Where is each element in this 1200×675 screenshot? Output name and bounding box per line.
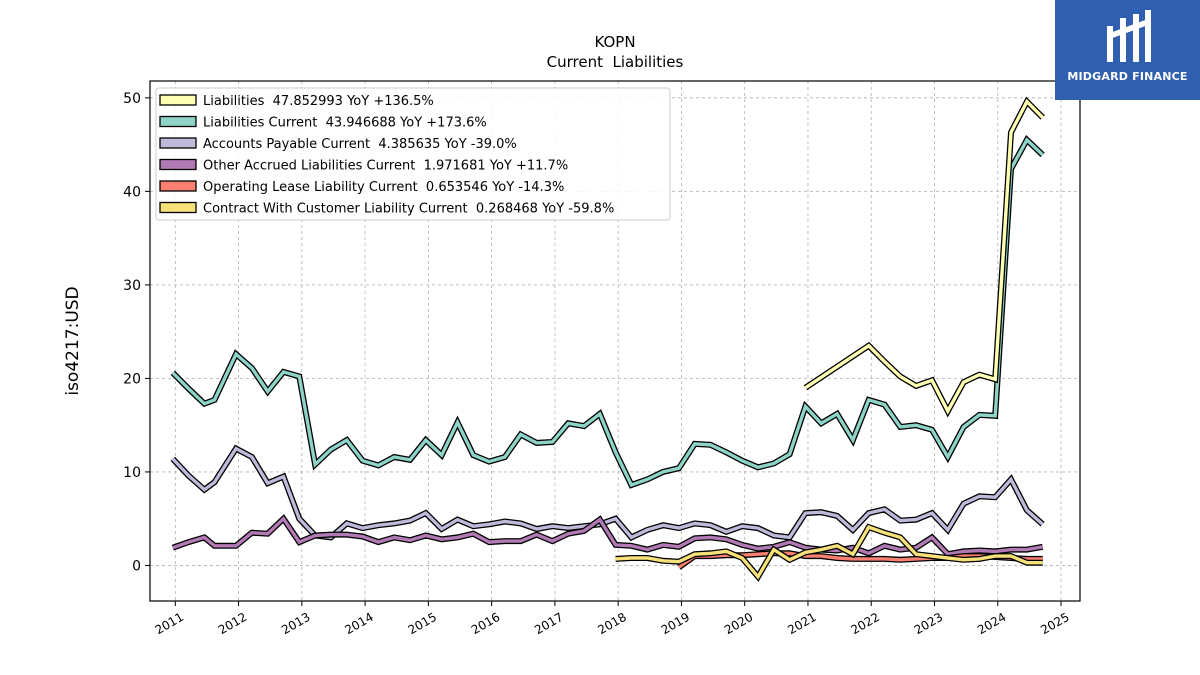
plot-area-frame <box>149 80 1081 602</box>
x-tick-label: 2012 <box>216 610 249 637</box>
x-tick-label: 2014 <box>342 610 375 637</box>
legend-entry: Liabilities Current 43.946688 YoY +173.6… <box>203 116 487 131</box>
y-tick-label: 20 <box>123 371 141 387</box>
x-tick-label: 2016 <box>469 610 502 637</box>
y-tick-label: 0 <box>132 558 141 574</box>
series-line-contract-with-customer-liability-current <box>615 525 1043 580</box>
y-axis-ticks: 0 10 20 30 40 50 <box>123 91 150 574</box>
legend-swatch <box>159 137 197 149</box>
legend-swatch <box>159 158 197 171</box>
y-tick-label: 30 <box>123 278 141 294</box>
legend-swatch <box>159 115 197 128</box>
x-tick-label: 2013 <box>279 610 312 637</box>
y-axis-label: iso4217:USD <box>63 286 83 395</box>
chart-title: KOPN <box>594 33 635 51</box>
chart-subtitle: Current Liabilities <box>547 53 684 71</box>
x-tick-label: 2020 <box>722 610 755 637</box>
logo-mark-icon <box>1107 10 1151 62</box>
series-line-other-accrued-liabilities-current <box>172 516 1043 557</box>
y-tick-label: 40 <box>123 184 141 200</box>
x-tick-label: 2022 <box>848 610 881 637</box>
legend-swatch <box>159 94 197 106</box>
legend-entry: Contract With Customer Liability Current… <box>203 202 614 217</box>
x-tick-label: 2011 <box>153 610 186 637</box>
legend-entry: Other Accrued Liabilities Current 1.9716… <box>203 159 568 174</box>
legend-box <box>155 87 671 221</box>
x-axis-ticks: 2011 2012 2013 2014 2015 2016 2017 2018 2019 2020… <box>153 601 1072 637</box>
legend-entry: Operating Lease Liability Current 0.6535… <box>203 180 564 195</box>
x-tick-label: 2019 <box>659 610 692 637</box>
x-tick-label: 2021 <box>785 610 818 637</box>
logo-text: MIDGARD FINANCE <box>1067 70 1188 83</box>
series-line-liabilities <box>804 98 1044 415</box>
series-lines <box>170 96 1045 582</box>
legend: Liabilities 47.852993 YoY +136.5% Liabili… <box>155 87 671 221</box>
x-tick-label: 2017 <box>532 610 565 637</box>
x-tick-label: 2015 <box>406 610 439 637</box>
legend-swatch <box>159 201 197 214</box>
y-tick-label: 10 <box>123 465 141 481</box>
legend-swatch <box>159 180 197 192</box>
x-tick-label: 2025 <box>1038 610 1071 637</box>
x-tick-label: 2023 <box>912 610 945 637</box>
legend-entry: Liabilities 47.852993 YoY +136.5% <box>203 94 434 109</box>
x-tick-label: 2018 <box>595 610 628 637</box>
legend-entry: Accounts Payable Current 4.385635 YoY -3… <box>203 137 517 152</box>
midgard-finance-logo: MIDGARD FINANCE <box>1055 0 1200 100</box>
x-tick-label: 2024 <box>975 610 1008 637</box>
y-tick-label: 50 <box>123 91 141 107</box>
series-line-liabilities-current <box>171 137 1044 488</box>
